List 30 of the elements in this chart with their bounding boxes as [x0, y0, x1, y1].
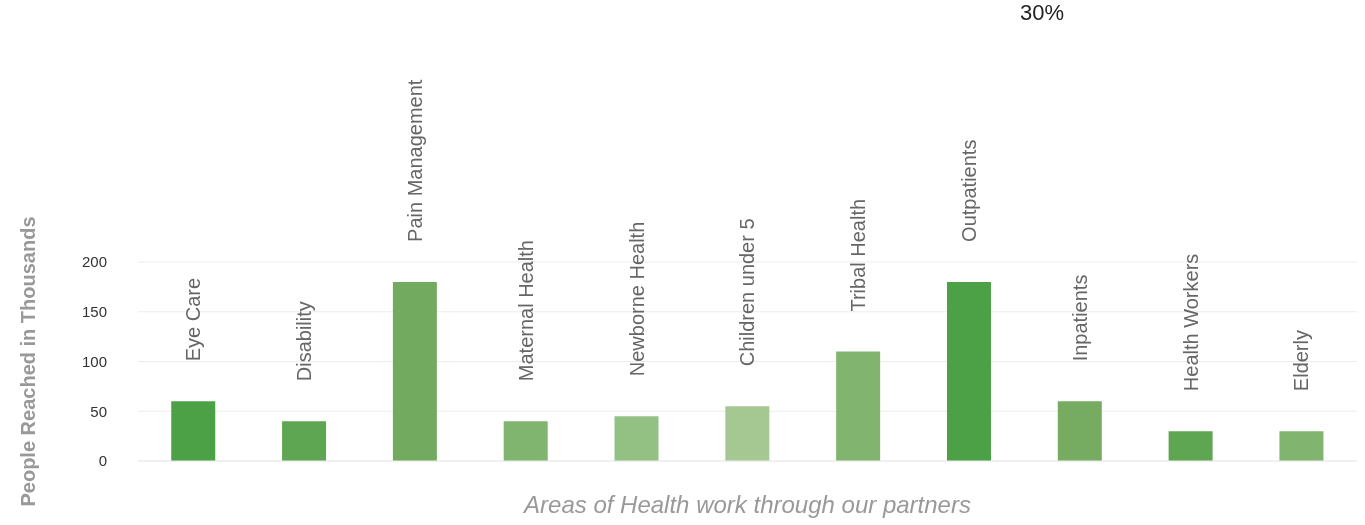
x-tick-label: Tribal Health: [847, 198, 870, 312]
y-tick-label: 50: [90, 402, 107, 420]
x-tick-label: Children under 5: [736, 218, 759, 367]
bar: [503, 421, 548, 461]
x-tick-label: Health Workers: [1179, 253, 1202, 392]
y-tick-label: 150: [81, 303, 107, 321]
y-axis-title: People Reached in Thousands: [17, 216, 40, 507]
x-tick-label: Pain Management: [403, 79, 426, 242]
x-tick-label: Eye Care: [182, 277, 205, 362]
bar: [1168, 431, 1213, 461]
bar: [725, 406, 770, 461]
text: 30%: [1020, 0, 1065, 26]
x-tick-label: Inpatients: [1068, 274, 1091, 362]
x-tick-label: Disability: [293, 301, 316, 382]
x-axis-title: Areas of Health work through our partners: [522, 491, 971, 518]
x-tick-label: Outpatients: [957, 139, 980, 242]
bar: [171, 401, 216, 461]
bar: [1057, 401, 1102, 461]
bar: [1279, 431, 1324, 461]
bar: [836, 351, 881, 461]
bar: [282, 421, 327, 461]
bar: [946, 281, 991, 461]
y-tick-label: 200: [81, 253, 107, 271]
x-tick-label: Newborne Health: [625, 221, 648, 377]
bar: [614, 416, 659, 461]
y-tick-label: 0: [98, 452, 107, 470]
y-tick-label: 100: [81, 352, 107, 370]
bar: [392, 281, 437, 461]
x-tick-label: Elderly: [1290, 330, 1313, 392]
x-tick-label: Maternal Health: [514, 240, 537, 382]
